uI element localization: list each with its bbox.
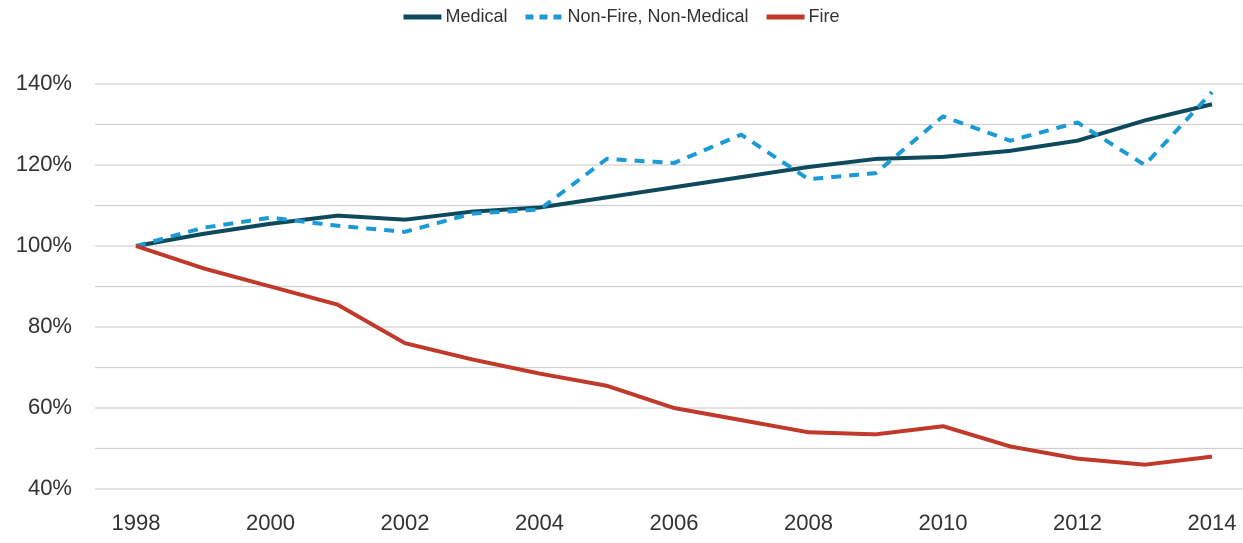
y-tick-label: 40%	[28, 475, 72, 500]
x-tick-label: 2002	[381, 510, 430, 535]
x-tick-label: 1998	[112, 510, 161, 535]
series-line	[135, 244, 1213, 467]
y-tick-label: 60%	[28, 394, 72, 419]
x-tick-label: 2008	[784, 510, 833, 535]
series-line	[135, 90, 1214, 248]
y-tick-label: 140%	[16, 70, 72, 95]
x-tick-label: 2014	[1188, 510, 1237, 535]
legend-label: Non-Fire, Non-Medical	[567, 6, 748, 26]
x-tick-label: 2004	[515, 510, 564, 535]
y-tick-label: 120%	[16, 151, 72, 176]
series-line	[135, 102, 1213, 248]
legend-label: Fire	[809, 6, 840, 26]
x-tick-label: 2006	[650, 510, 699, 535]
legend-label: Medical	[445, 6, 507, 26]
x-tick-label: 2010	[919, 510, 968, 535]
x-tick-label: 2000	[246, 510, 295, 535]
x-tick-label: 2012	[1053, 510, 1102, 535]
y-tick-label: 80%	[28, 313, 72, 338]
y-tick-label: 100%	[16, 232, 72, 257]
